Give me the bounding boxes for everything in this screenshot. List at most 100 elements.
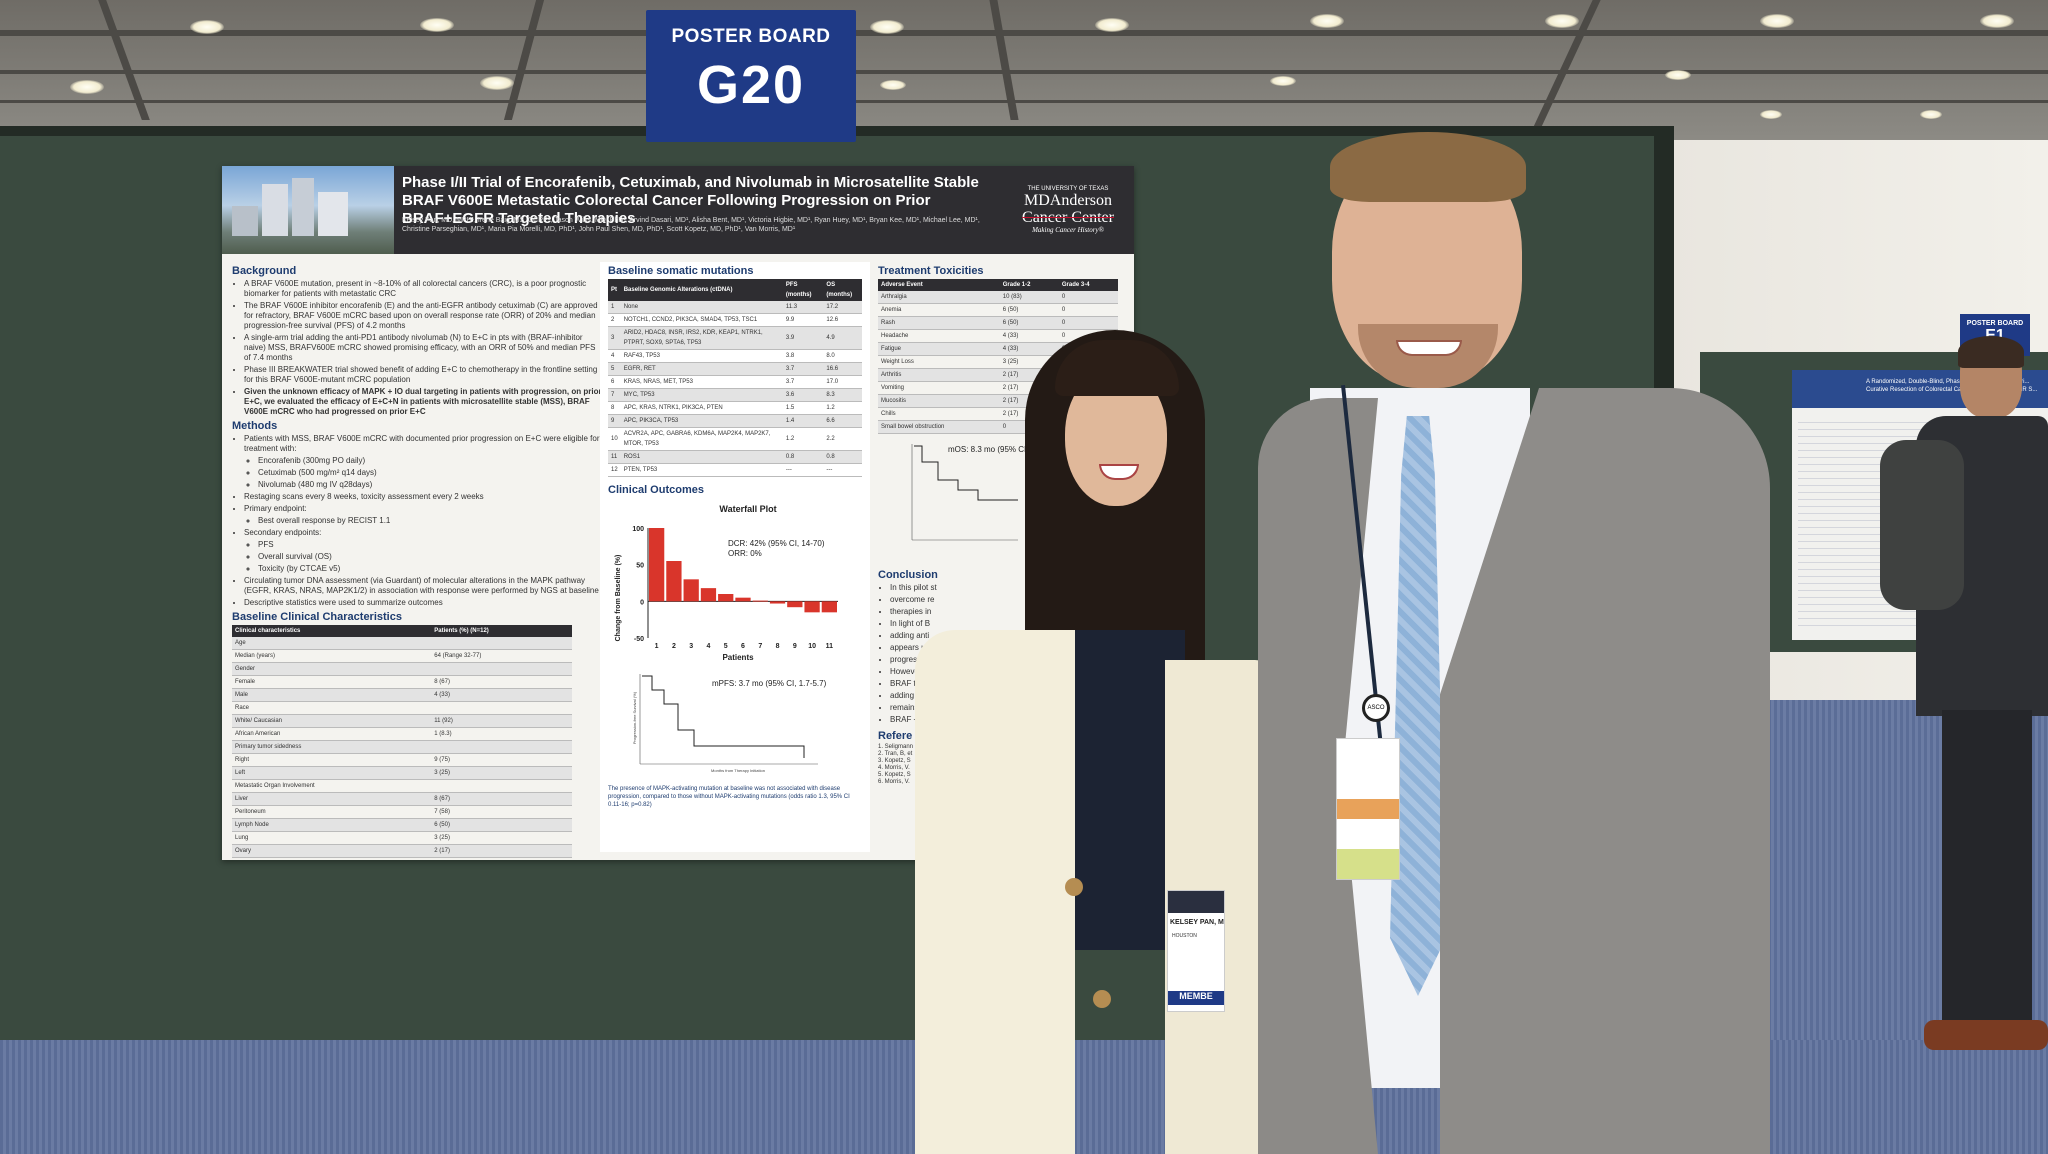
waterfall-y-tick: 0 [640,599,644,606]
table-row: Age [232,637,572,650]
logo-tagline: Making Cancer History® [1032,226,1104,234]
waterfall-x-tick: 4 [707,643,711,650]
background-bullet: A BRAF V600E mutation, present in ~8-10%… [244,279,604,299]
table-cell: EGFR, RET [620,362,783,376]
waterfall-bar [666,561,682,602]
table-cell: 0 [1058,291,1118,304]
pfs-km-curve: mPFS: 3.7 mo (95% CI, 1.7-5.7) Progressi… [632,674,827,773]
table-cell: Performance Status (ECOG) [232,857,432,860]
background-bullet: Phase III BREAKWATER trial showed benefi… [244,365,604,385]
table-row: 5 EGFR, RET 3.7 16.6 [608,362,862,376]
table-cell: ARID2, HDAC8, INSR, IRS2, KDR, KEAP1, NT… [620,326,783,350]
table-cell: Arthralgia [878,291,1000,304]
conclusion-bullet: adding ch [890,691,1128,701]
table-cell: APC, KRAS, NTRK1, PIK3CA, PTEN [620,401,783,415]
table-row: 7 MYC, TP53 3.6 8.3 [608,388,862,402]
waterfall-bar [700,588,717,602]
table-cell: 6 (50) [999,303,1059,317]
lanyard-brand: ASCO [1367,705,1385,711]
os-km-curve: mOS: 8.3 mo (95% CI, [911,444,1028,541]
table-cell: Vomiting [878,381,1000,395]
background-list: A BRAF V600E mutation, present in ~8-10%… [232,279,604,417]
table-row: 12 PTEN, TP53 --- --- [608,463,862,477]
table-row: Performance Status (ECOG) [232,857,572,860]
table-cell: Weight Loss [878,355,1000,369]
waterfall-bars [649,528,837,613]
table-cell: Small bowel obstruction [878,420,1000,434]
table-cell: 6 [608,375,621,389]
reference-item: 6. Morris, V. [878,779,910,785]
toxicities-title: Treatment Toxicities [878,265,984,277]
table-row: Right 9 (75) [232,753,572,767]
conclusion-bullet: In this pilot st [890,583,1128,593]
table-row: White/ Caucasian 11 (92) [232,714,572,728]
table-cell: 6 (50) [999,316,1059,330]
reference-item: 5. Kopetz, S [878,772,911,778]
waterfall-x-label: Patients [722,653,754,662]
table-row: Anemia 6 (50) 0 [878,303,1118,317]
table-cell: 1.2 [782,427,824,451]
table-cell: --- [782,463,824,477]
table-cell: 64 (Range 32-77) [431,649,572,663]
waterfall-x-tick: 7 [758,643,762,650]
references-title: Refere [878,730,913,742]
table-row: Race [232,701,572,715]
table-cell: 3.7 [782,362,824,376]
table-cell: Left [232,766,432,780]
table-cell: 1.4 [782,414,824,428]
table-row: 3 ARID2, HDAC8, INSR, IRS2, KDR, KEAP1, N… [608,326,862,350]
table-cell: 12.6 [823,313,862,327]
table-cell: NOTCH1, CCND2, PIK3CA, SMAD4, TP53, TSC1 [620,313,783,327]
methods-bullet: Overall survival (OS) [258,552,604,562]
methods-bullet: Descriptive statistics were used to summ… [244,598,604,608]
side-sign-label: POSTER BOARD [1966,320,2024,327]
table-cell: Mucositis [878,394,1000,408]
table-cell: 4.9 [823,326,862,350]
conclusion-bullet: therapies in [890,607,1128,617]
table-cell: Male [232,688,432,702]
conclusion-bullet: In light of B [890,619,1128,629]
logo-main-1: MDAnderson [1024,192,1112,209]
poster-authors: Kelsey Pan, MD, MPH¹, Irene Baig, MS, CC… [402,217,980,233]
waterfall-bar [752,600,768,602]
md-anderson-logo: THE UNIVERSITY OF TEXAS MDAnderson Cance… [1006,186,1130,234]
table-cell: 1.2 [823,401,862,415]
waterfall-bar [769,601,786,604]
poster-column-middle: Baseline somatic mutations Pt Baseline Ge… [600,262,870,852]
table-cell: Female [232,675,432,689]
mpfs-label: mPFS: 3.7 mo (95% CI, 1.7-5.7) [712,679,827,688]
table-cell: 8 [608,401,621,415]
table-cell: 8 (67) [431,675,572,689]
table-cell: 0.8 [823,450,862,464]
waterfall-bar [787,601,803,608]
table-cell: Right [232,753,432,767]
research-poster: Phase I/II Trial of Encorafenib, Cetuxim… [222,166,1134,860]
man-smile [1396,340,1462,356]
table-row: Left 3 (25) [232,766,572,780]
orr-label: ORR: 0% [728,549,762,558]
woman-blazer-left [915,630,1075,1154]
waterfall-y-tick: -50 [634,636,644,643]
waterfall-plot: Waterfall Plot DCR: 42% (95% CI, 14-70) … [615,504,838,662]
methods-bullet: Secondary endpoints: [244,528,604,538]
poster-column-left: Background A BRAF V600E mutation, presen… [232,262,604,860]
baseline-clinical-title: Baseline Clinical Characteristics [232,611,402,623]
table-row: 6 KRAS, NRAS, MET, TP53 3.7 17.0 [608,375,862,389]
table-header-cell: Patients (%) (N=12) [431,625,572,637]
methods-bullet: Patients with MSS, BRAF V600E mCRC with … [244,434,604,454]
table-cell: Chills [878,407,1000,421]
waterfall-axes: 100 50 0 -50 1 2 3 4 5 6 7 8 9 10 11 [632,526,838,650]
table-cell: 5 [608,362,621,376]
waterfall-y-tick: 50 [636,563,644,570]
sign-number: G20 [696,55,806,115]
woman-badge: KELSEY PAN, M HOUSTON MEMBE [1167,890,1225,1012]
table-cell: PTEN, TP53 [620,463,783,477]
table-cell: Anemia [878,303,1000,317]
table-cell: 2 [608,313,621,327]
mos-label: mOS: 8.3 mo (95% CI, [948,445,1028,454]
waterfall-x-tick: 8 [776,643,780,650]
table-header-cell: Clinical characteristics [232,625,432,637]
table-header-cell: Grade 3-4 [1058,279,1118,291]
methods-bullet: Toxicity (by CTCAE v5) [258,564,604,574]
waterfall-y-label: Change from Baseline (%) [615,555,622,642]
